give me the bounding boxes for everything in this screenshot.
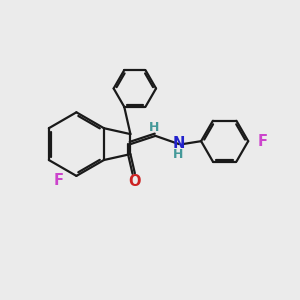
Text: F: F: [54, 173, 64, 188]
Text: H: H: [149, 121, 159, 134]
Text: O: O: [129, 174, 141, 189]
Text: N: N: [173, 136, 185, 151]
Text: H: H: [173, 148, 184, 161]
Text: F: F: [258, 134, 268, 149]
